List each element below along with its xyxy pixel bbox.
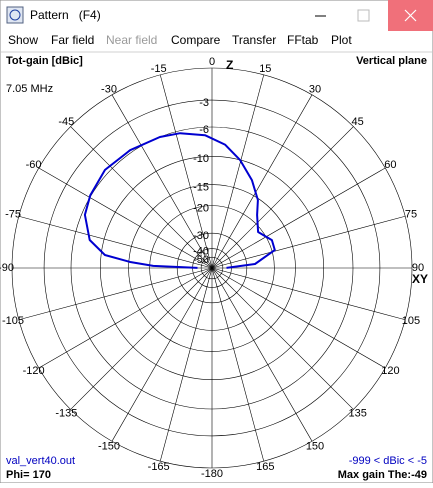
spoke	[211, 267, 406, 321]
angle-label: -60	[26, 159, 42, 171]
spoke	[211, 267, 354, 410]
spoke	[38, 167, 213, 269]
angle-label: -75	[5, 209, 21, 221]
angle-label: -180	[201, 468, 223, 480]
angle-label: -30	[101, 84, 117, 96]
spoke	[211, 267, 265, 462]
polar-plot: Tot-gain [dBic] Vertical plane 7.05 MHz …	[0, 55, 428, 481]
ring-label: -10	[193, 153, 209, 165]
spoke	[159, 267, 213, 462]
angle-label: -135	[55, 408, 77, 420]
menu-item[interactable]: Transfer	[232, 33, 276, 47]
app-icon[interactable]	[6, 6, 24, 24]
spoke	[211, 267, 313, 442]
spoke	[211, 267, 386, 369]
ring	[149, 205, 275, 331]
ring-label: -15	[193, 181, 209, 193]
angle-label: 120	[381, 365, 399, 377]
phi: Phi= 170	[6, 469, 51, 481]
spoke	[211, 126, 354, 269]
ring	[200, 256, 224, 280]
spoke	[211, 94, 313, 269]
spoke	[70, 126, 213, 269]
angle-label: -165	[148, 461, 170, 473]
angle-label: 0	[209, 56, 215, 68]
ring-label: -50	[193, 254, 209, 266]
z-axis-label: Z	[226, 58, 233, 72]
spoke	[18, 267, 213, 321]
menu-item[interactable]: Compare	[171, 33, 221, 47]
ring	[11, 67, 413, 469]
ring-label: -6	[199, 124, 209, 136]
ring	[128, 184, 296, 352]
maximize-button[interactable]	[357, 9, 370, 22]
ring-label: -30	[193, 230, 209, 242]
spoke	[111, 94, 213, 269]
menu-item[interactable]: FFtab	[287, 33, 319, 47]
spoke	[211, 215, 406, 269]
spoke	[111, 267, 213, 442]
menu-item: Near field	[106, 33, 157, 47]
gain-label: Tot-gain [dBic]	[6, 55, 83, 67]
spoke	[211, 74, 265, 269]
ring	[70, 126, 354, 410]
ring	[176, 232, 248, 304]
angle-label: 15	[259, 63, 271, 75]
ring	[100, 156, 324, 380]
spoke	[18, 215, 213, 269]
angle-label: 30	[309, 84, 321, 96]
menu-item[interactable]: Far field	[51, 33, 94, 47]
angle-label: 45	[352, 116, 364, 128]
angle-label: -15	[151, 63, 167, 75]
plane-label: Vertical plane	[356, 55, 427, 67]
ring	[43, 99, 381, 437]
pattern-trace	[83, 132, 276, 269]
angle-label: 150	[306, 440, 324, 452]
angle-label: 75	[405, 209, 417, 221]
file-name: val_vert40.out	[6, 455, 75, 467]
angle-label: 135	[348, 408, 366, 420]
angle-label: -150	[98, 440, 120, 452]
angle-label: 60	[384, 159, 396, 171]
menu-item[interactable]: Show	[8, 33, 38, 47]
ring-label: -20	[193, 203, 209, 215]
spoke	[38, 267, 213, 369]
spoke	[70, 267, 213, 410]
angle-label: -120	[23, 365, 45, 377]
ring-label: -40	[193, 245, 209, 257]
menu-bar: Show Far field Near field Compare Transfer FF…	[8, 33, 352, 47]
angle-label: -90	[0, 262, 14, 274]
close-icon	[404, 9, 417, 22]
window-title: Pattern (F4)	[30, 8, 101, 22]
range: -999 < dBic < -5	[349, 455, 427, 467]
angle-label: 105	[402, 315, 420, 327]
spoke	[159, 74, 213, 269]
max-gain: Max gain The:-49	[338, 469, 427, 481]
angle-label: 165	[256, 461, 274, 473]
ring-label: -3	[199, 97, 209, 109]
spoke	[211, 167, 386, 269]
app-icon-glyph	[9, 9, 21, 21]
angle-label: -45	[58, 116, 74, 128]
menu-item[interactable]: Plot	[331, 33, 352, 47]
angle-label: 90	[412, 262, 424, 274]
xy-axis-label: XY	[412, 272, 428, 286]
frequency: 7.05 MHz	[6, 83, 53, 95]
